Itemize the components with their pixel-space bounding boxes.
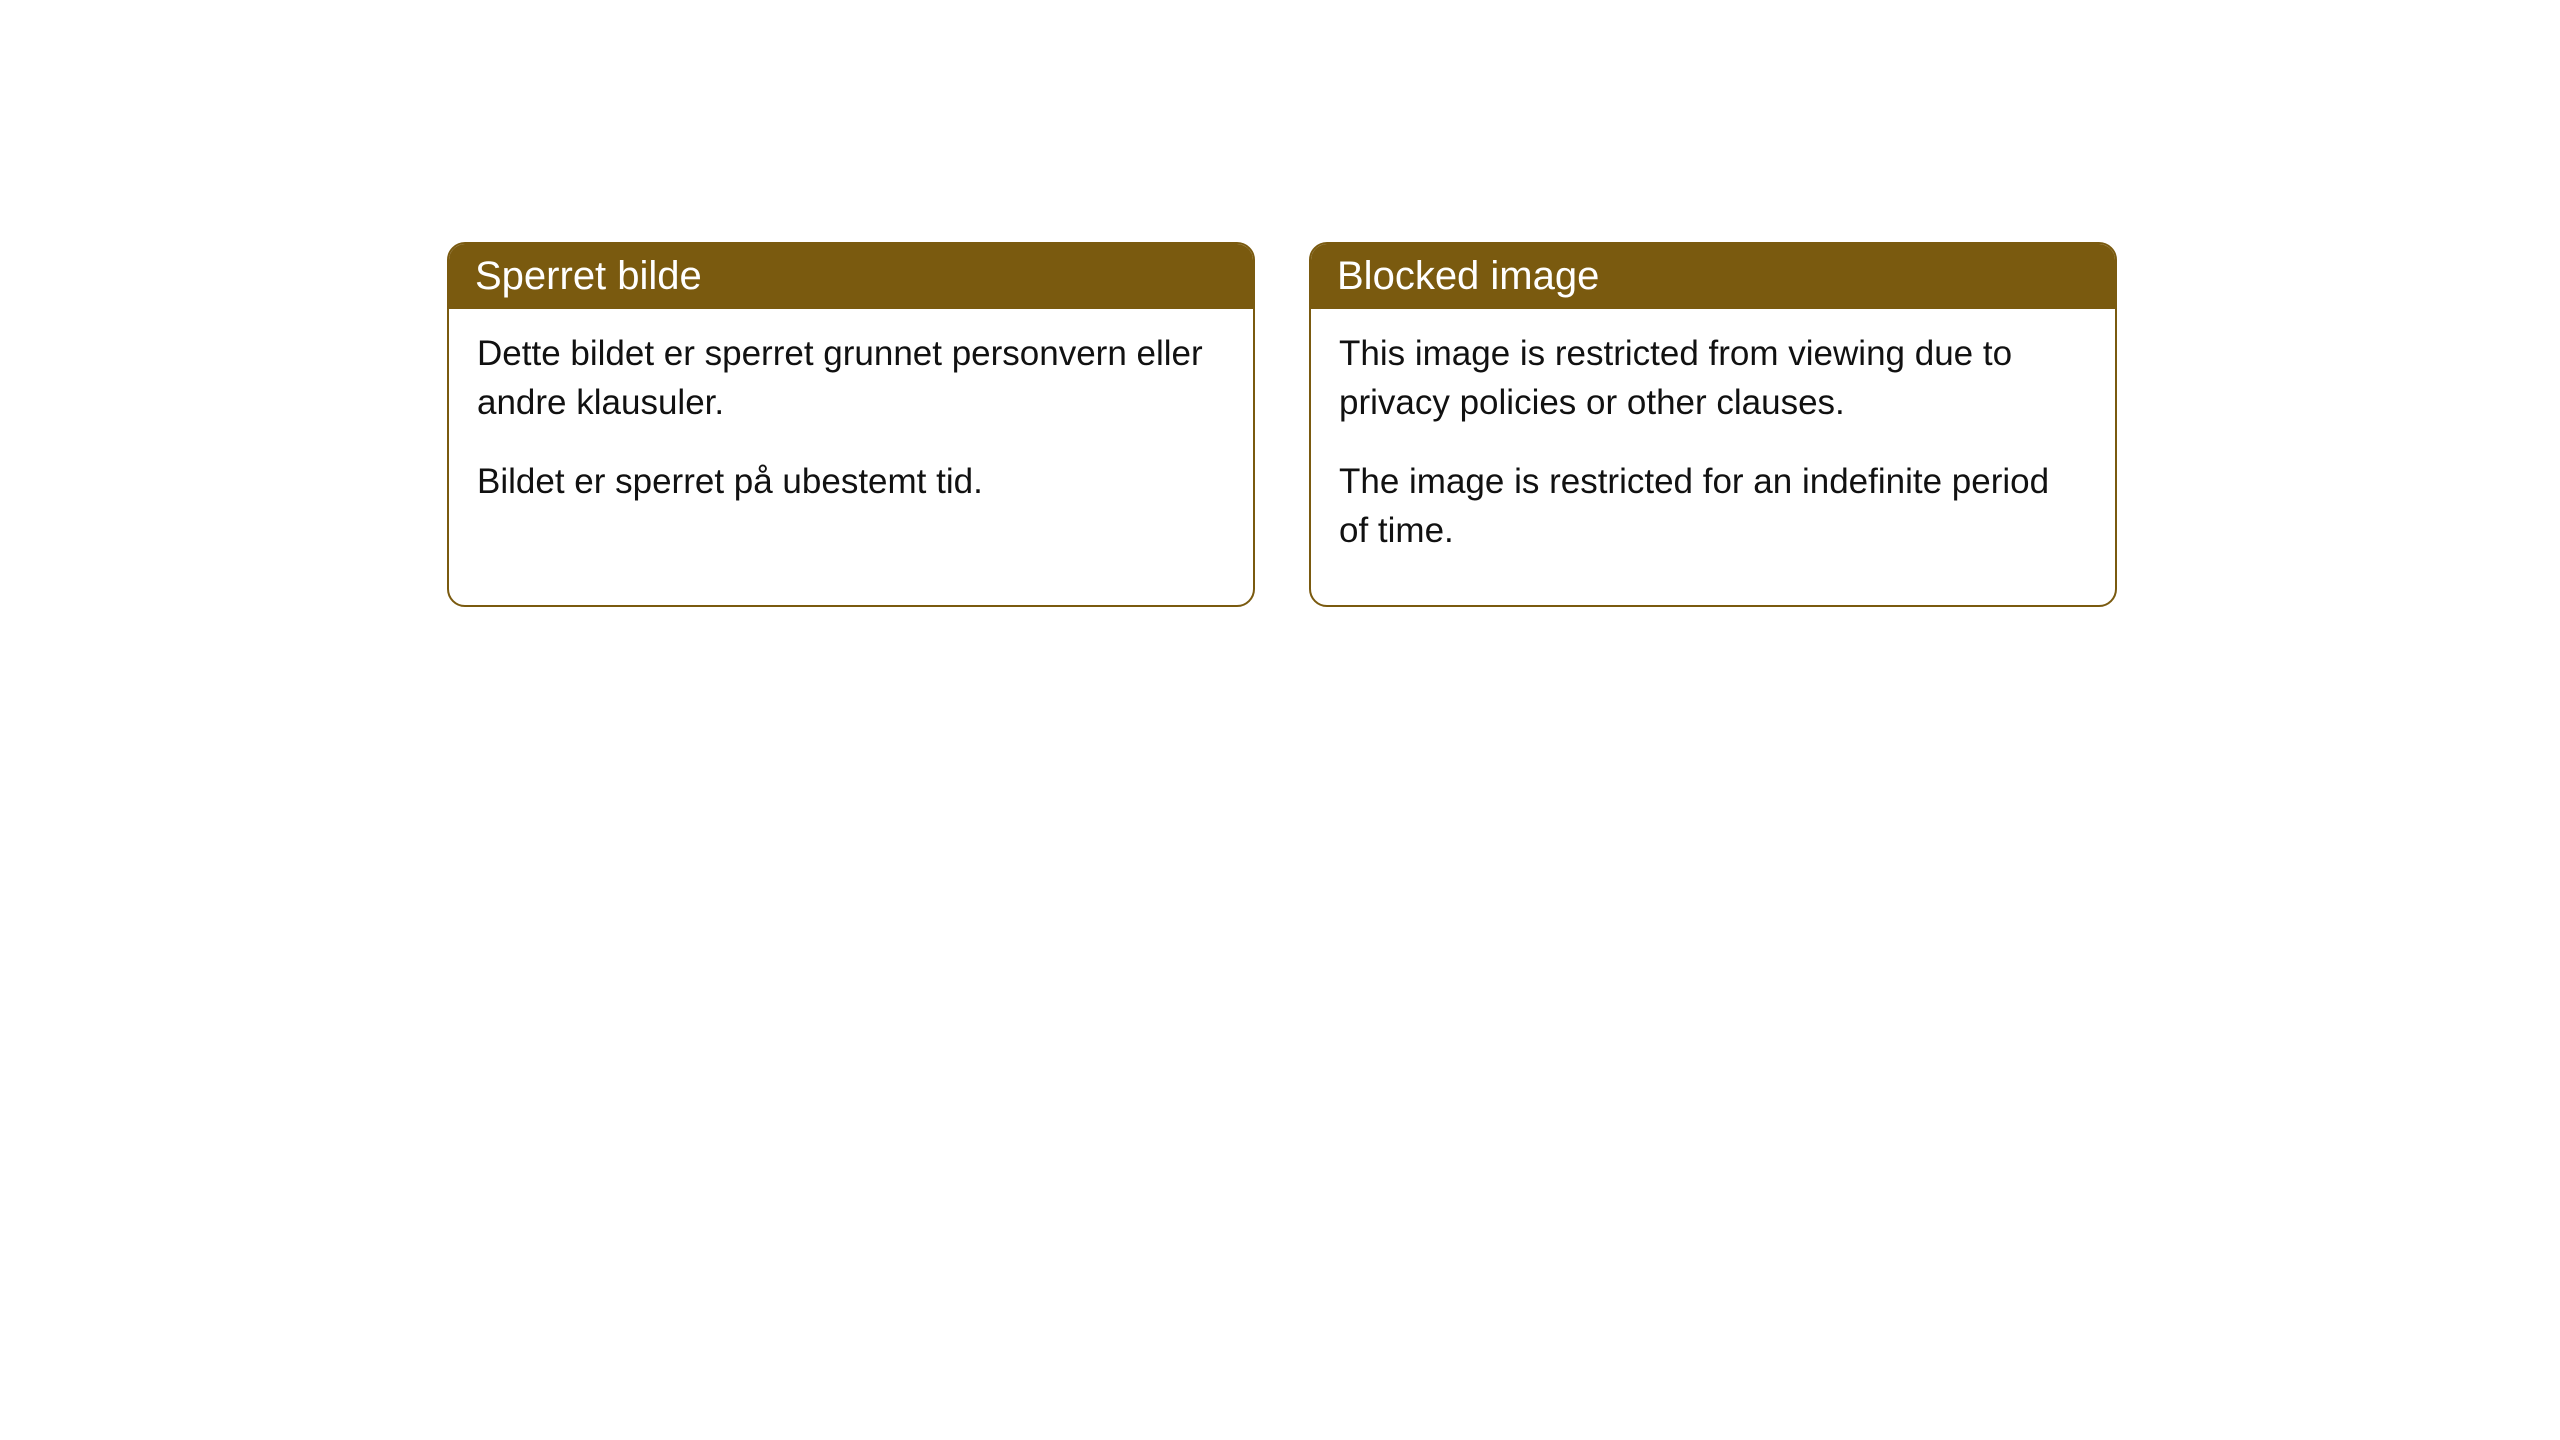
card-paragraph-en-2: The image is restricted for an indefinit… xyxy=(1339,457,2087,555)
blocked-image-card-no: Sperret bilde Dette bildet er sperret gr… xyxy=(447,242,1255,607)
blocked-image-card-en: Blocked image This image is restricted f… xyxy=(1309,242,2117,607)
card-paragraph-no-2: Bildet er sperret på ubestemt tid. xyxy=(477,457,1225,506)
card-body-no: Dette bildet er sperret grunnet personve… xyxy=(449,309,1253,556)
card-header-no: Sperret bilde xyxy=(449,244,1253,309)
card-body-en: This image is restricted from viewing du… xyxy=(1311,309,2115,605)
card-paragraph-en-1: This image is restricted from viewing du… xyxy=(1339,329,2087,427)
cards-container: Sperret bilde Dette bildet er sperret gr… xyxy=(447,242,2117,607)
card-header-en: Blocked image xyxy=(1311,244,2115,309)
card-paragraph-no-1: Dette bildet er sperret grunnet personve… xyxy=(477,329,1225,427)
